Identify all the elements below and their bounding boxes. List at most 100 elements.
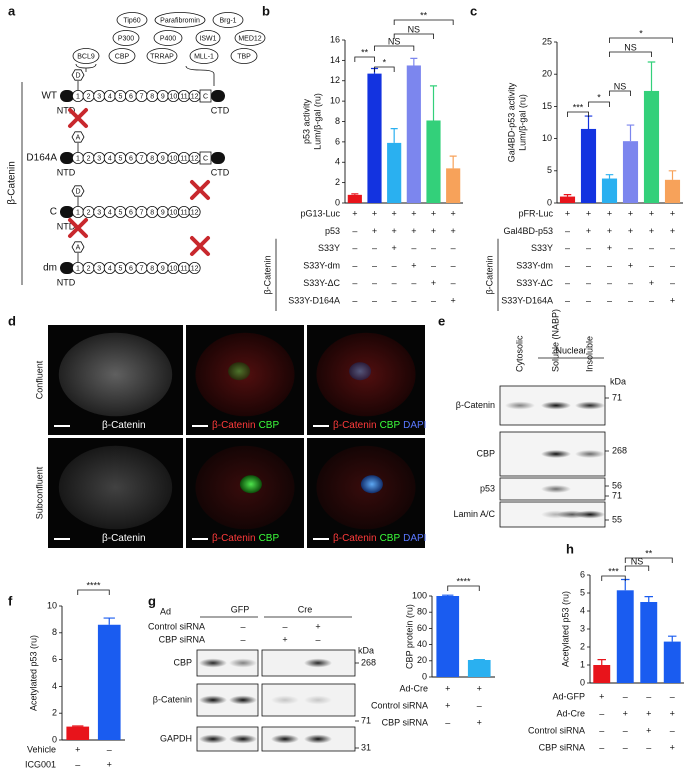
condition-sign: + (670, 742, 675, 752)
error-bar (390, 128, 398, 143)
site-hexagon (71, 69, 85, 81)
marker-label: 71 (612, 490, 622, 500)
condition-label: S33Y (531, 243, 553, 253)
condition-sign: – (315, 634, 320, 644)
c-box-label: C (203, 93, 208, 100)
repeat-label: 8 (150, 155, 154, 162)
condition-sign: – (586, 295, 591, 305)
repeat-label: 7 (140, 209, 144, 216)
repeat-label: 7 (140, 93, 144, 100)
repeat-label: 12 (191, 209, 199, 216)
repeat-label: 10 (170, 209, 178, 216)
repeat-label: 4 (108, 209, 112, 216)
channel-name: β-Catenin (212, 420, 256, 431)
significance-label: *** (573, 102, 584, 112)
repeat-label: 8 (150, 265, 154, 272)
y-axis-label: Gal4BD-p53 activity (506, 82, 516, 162)
bar (663, 641, 681, 683)
channel-label: β-Catenin CBP (212, 533, 279, 544)
deletion-cross (68, 108, 88, 128)
error-bar (351, 193, 359, 195)
condition-sign: – (451, 243, 456, 253)
construct-label: dm (43, 263, 57, 274)
condition-sign: + (282, 634, 287, 644)
significance-label: * (639, 28, 643, 38)
condition-sign: + (646, 708, 651, 718)
repeat-label: 8 (150, 93, 154, 100)
condition-sign: – (565, 261, 570, 271)
panel-label: g (148, 593, 156, 608)
condition-sign: – (352, 226, 357, 236)
condition-label: Control siRNA (148, 621, 205, 631)
blot-band (229, 695, 257, 705)
partner-oval (108, 48, 136, 64)
repeat-label: 12 (191, 93, 199, 100)
condition-sign: + (628, 261, 633, 271)
significance-label: NS (408, 24, 421, 34)
blot-band (575, 401, 605, 410)
error-bar (429, 85, 438, 121)
bar (664, 179, 681, 203)
significance-label: * (383, 57, 387, 67)
repeat-label: 6 (129, 265, 133, 272)
repeat-label: 9 (161, 93, 165, 100)
y-axis-label: CBP protein (ru) (404, 604, 414, 669)
channel-name: CBP (259, 533, 280, 544)
significance-bracket (624, 565, 650, 571)
partner-oval (116, 12, 148, 28)
significance-bracket (447, 585, 480, 591)
partner-label: Brg-1 (219, 17, 236, 24)
partner-oval (112, 30, 140, 46)
condition-sign: + (477, 717, 482, 727)
repeat-label: 1 (76, 155, 80, 162)
condition-sign: – (670, 243, 675, 253)
channel-name: β-Catenin (212, 533, 256, 544)
partner-label: ISW1 (199, 35, 216, 42)
bar (643, 90, 660, 203)
bar (601, 178, 618, 203)
column-header: Nuclear (555, 345, 586, 355)
bar (559, 196, 576, 203)
channel-label: β-Catenin CBP DAPI (333, 420, 426, 431)
repeat-label: 5 (118, 93, 122, 100)
nucleus (349, 362, 372, 381)
significance-label: NS (614, 81, 627, 91)
condition-sign: – (352, 278, 357, 288)
partner-label: TBP (237, 53, 251, 60)
y-axis-label: Acetylated p53 (ru) (28, 635, 38, 711)
row-label: CBP (173, 657, 192, 667)
condition-sign: – (565, 295, 570, 305)
blot-band (271, 695, 299, 705)
marker-label: 31 (361, 742, 371, 752)
y-tick-label: 2 (335, 177, 340, 187)
y-tick-label: 60 (417, 623, 427, 633)
repeat-label: 10 (170, 155, 178, 162)
condition-sign: + (352, 208, 357, 218)
condition-sign: – (392, 261, 397, 271)
repeat-label: 4 (108, 93, 112, 100)
condition-sign: – (628, 243, 633, 253)
error-bar (449, 155, 457, 169)
repeat-label: 5 (118, 265, 122, 272)
repeat-label: 3 (97, 265, 101, 272)
row-label: p53 (480, 483, 495, 493)
condition-label: S33Y-D164A (501, 295, 553, 305)
panel-label: f (8, 593, 13, 608)
significance-bracket (393, 19, 454, 25)
repeat-label: 3 (97, 155, 101, 162)
repeat-label: 2 (87, 265, 91, 272)
y-tick-label: 14 (330, 55, 340, 65)
condition-label: Vehicle (27, 744, 56, 754)
condition-sign: – (392, 295, 397, 305)
condition-sign: + (411, 226, 416, 236)
condition-sign: – (411, 243, 416, 253)
repeat-label: 12 (191, 265, 199, 272)
condition-label: pFR-Luc (518, 208, 553, 218)
condition-sign: + (670, 226, 675, 236)
condition-sign: – (411, 278, 416, 288)
condition-sign: – (649, 295, 654, 305)
blot-band (304, 695, 332, 705)
y-tick-label: 5 (580, 587, 585, 597)
channel-name: DAPI (403, 533, 426, 544)
row-label: β-Catenin (456, 400, 495, 410)
